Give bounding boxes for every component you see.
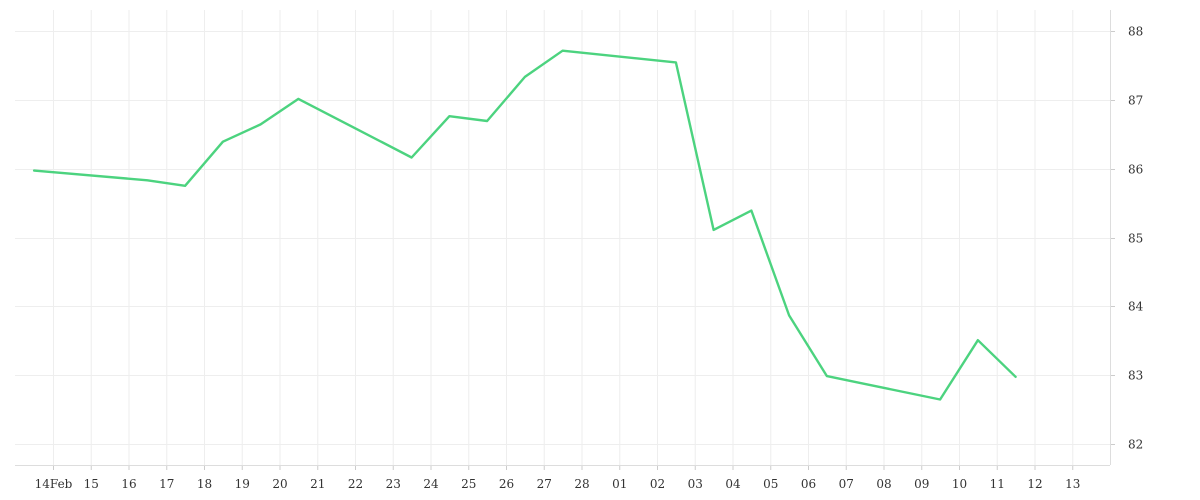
x-tick-label: 04	[725, 477, 741, 491]
y-tick-label: 83	[1128, 369, 1143, 383]
series-line	[32, 49, 1017, 401]
y-tick-label: 86	[1128, 163, 1143, 177]
y-tick-label: 85	[1128, 232, 1143, 246]
axes: 14Feb 15 16 17 18 19 20 21 22 23 24 25 26 27 28 01 02 03 0…	[15, 10, 1144, 491]
x-tick-label: 10	[952, 477, 967, 491]
x-tick-label: 16	[121, 477, 136, 491]
series-layer	[32, 49, 1017, 401]
x-tick-label: 19	[235, 477, 250, 491]
y-tick-label: 87	[1128, 94, 1143, 108]
x-tick-label: 09	[914, 477, 929, 491]
x-tick-label: 03	[688, 477, 703, 491]
x-tick-label: 21	[310, 477, 325, 491]
x-tick-label: 14Feb	[35, 477, 73, 491]
grid	[15, 10, 1110, 465]
y-tick-label: 84	[1128, 300, 1144, 314]
x-tick-label: 24	[423, 477, 439, 491]
x-tick-label: 01	[612, 477, 627, 491]
x-tick-label: 13	[1065, 477, 1080, 491]
x-tick-label: 17	[159, 477, 174, 491]
x-tick-label: 06	[801, 477, 816, 491]
x-tick-label: 02	[650, 477, 665, 491]
x-tick-label: 20	[272, 477, 287, 491]
x-tick-label: 11	[990, 477, 1005, 491]
x-tick-label: 15	[84, 477, 99, 491]
x-tick-label: 18	[197, 477, 212, 491]
x-tick-label: 23	[386, 477, 401, 491]
x-tick-label: 25	[461, 477, 476, 491]
x-tick-label: 26	[499, 477, 514, 491]
y-tick-label: 82	[1128, 438, 1143, 452]
x-tick-label: 27	[537, 477, 552, 491]
x-tick-label: 05	[763, 477, 778, 491]
x-tick-label: 08	[876, 477, 891, 491]
x-tick-label: 28	[574, 477, 589, 491]
y-tick-label: 88	[1128, 25, 1143, 39]
x-tick-label: 12	[1027, 477, 1042, 491]
x-tick-label: 07	[839, 477, 854, 491]
x-tick-label: 22	[348, 477, 363, 491]
